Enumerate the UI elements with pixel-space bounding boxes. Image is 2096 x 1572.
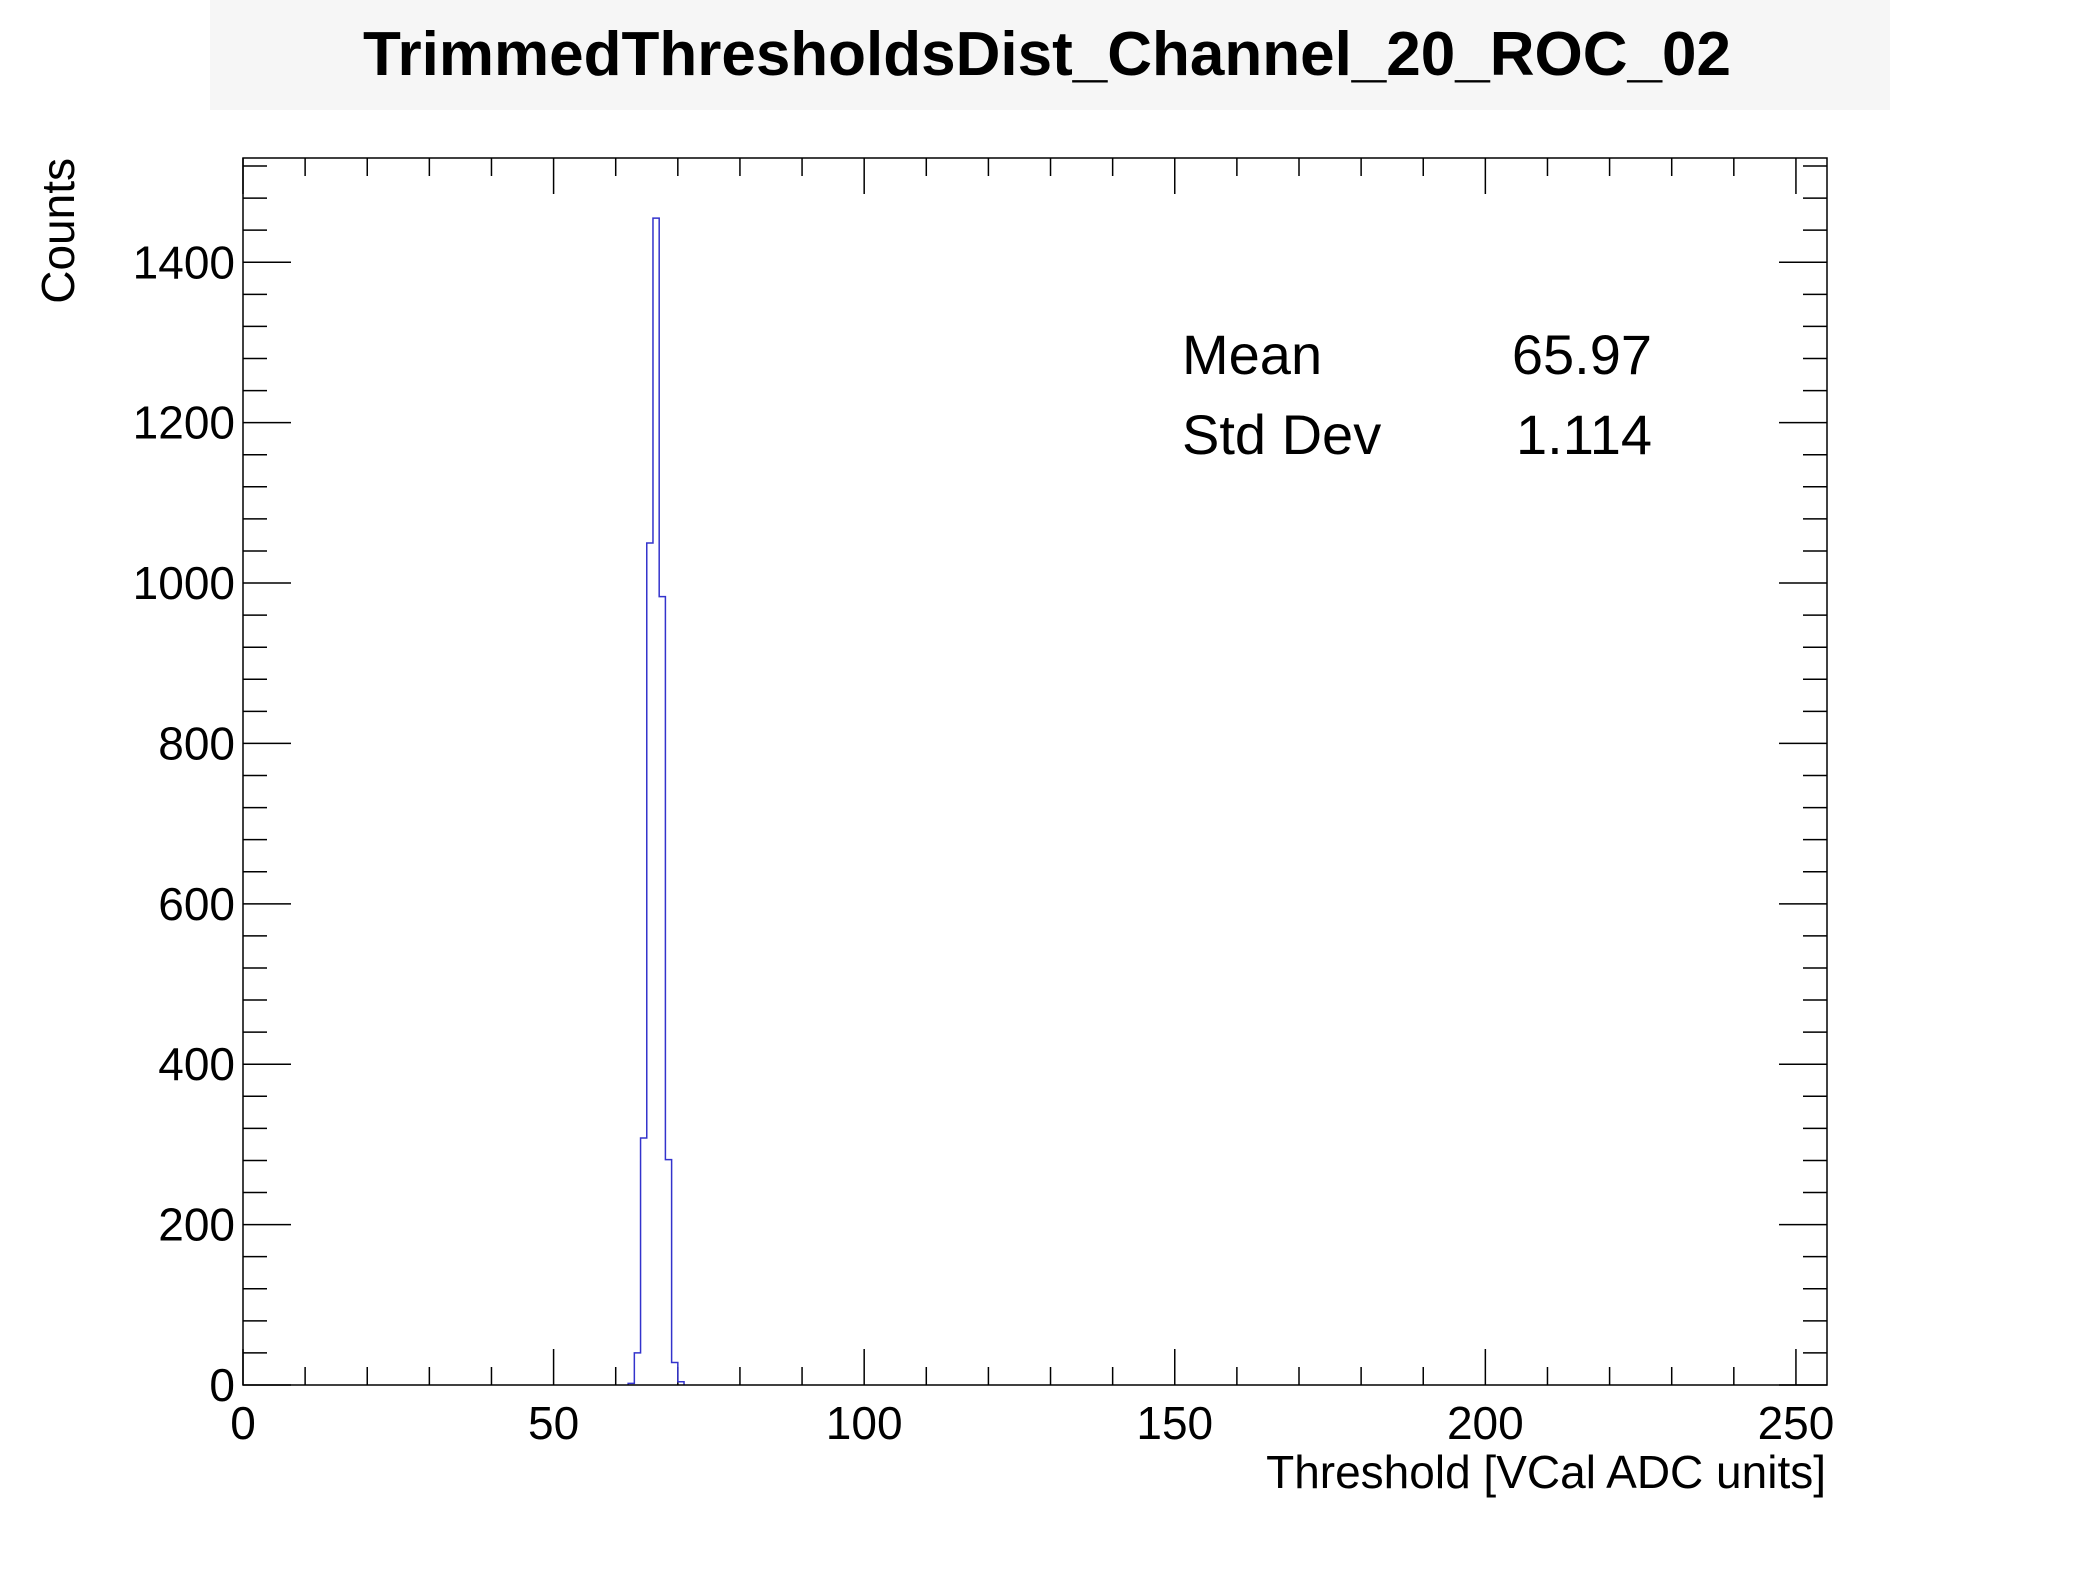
histogram-bin [653,218,659,1385]
stats-label: Std Dev [1182,403,1381,466]
y-tick-label: 1200 [133,397,235,449]
title-background [210,0,1890,110]
y-axis-label-group: Counts [32,158,84,304]
chart-title: TrimmedThresholdsDist_Channel_20_ROC_02 [363,20,1731,89]
axis-tick-labels: 0 50 100 150 200 250 0 200 400 600 800 1000 1200 1400 [133,236,1835,1449]
x-tick-label: 200 [1447,1397,1524,1449]
y-tick-label: 0 [209,1359,235,1411]
y-tick-label: 800 [158,717,235,769]
y-tick-label: 200 [158,1199,235,1251]
stats-label: Mean [1182,323,1322,386]
y-tick-label: 1000 [133,557,235,609]
x-tick-label: 250 [1758,1397,1835,1449]
histogram-bin [634,1353,640,1385]
x-tick-label: 100 [826,1397,903,1449]
histogram-bin [647,543,653,1385]
x-tick-label: 0 [230,1397,256,1449]
histogram-bin [672,1363,678,1385]
x-tick-label: 150 [1136,1397,1213,1449]
axis-ticks [242,158,1827,1386]
plot-frame [242,157,1828,1386]
y-tick-label: 400 [158,1038,235,1090]
x-tick-label: 50 [528,1397,579,1449]
histogram-bin [665,1160,671,1385]
histogram-bin [659,597,665,1385]
x-axis-label: Threshold [VCal ADC units] [1266,1446,1826,1498]
y-tick-label: 1400 [133,236,235,288]
histogram-bars [627,217,685,1385]
stats-value: 1.114 [1516,403,1652,466]
stats-value: 65.97 [1512,323,1652,386]
histogram-bin [641,1138,647,1385]
histogram-outline [627,217,685,1385]
y-tick-label: 600 [158,878,235,930]
y-axis-label: Counts [32,158,84,304]
stats-box: Mean 65.97 Std Dev 1.114 [1182,323,1652,466]
